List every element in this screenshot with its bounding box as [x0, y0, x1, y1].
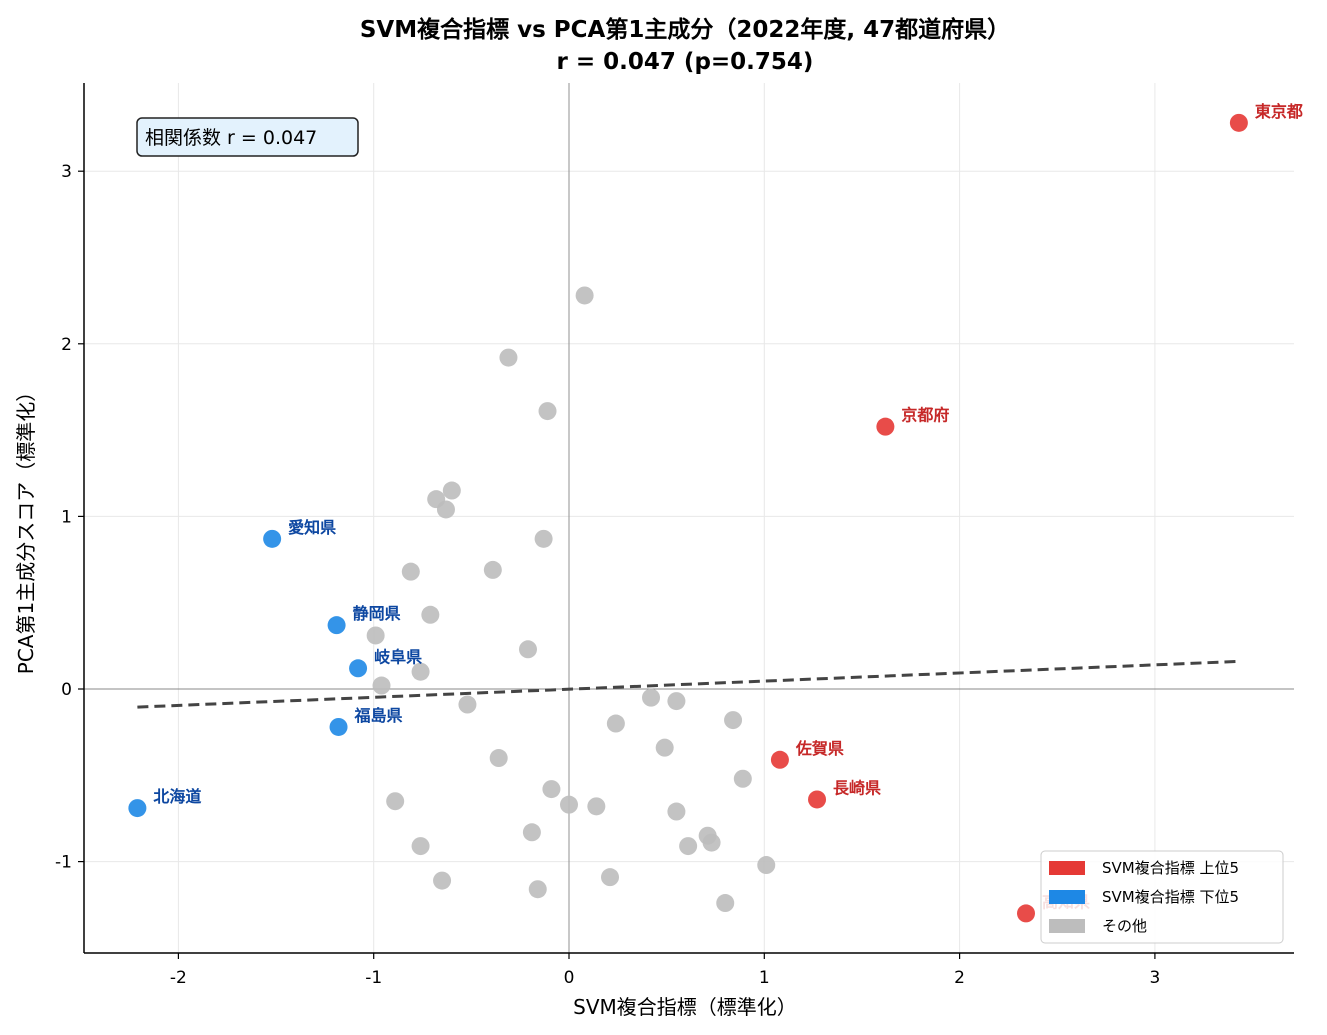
other-point: [458, 695, 477, 714]
other-point: [733, 769, 752, 788]
other-point: [522, 823, 541, 842]
top-point: [1017, 904, 1036, 923]
other-point: [560, 795, 578, 814]
other-point: [489, 749, 508, 768]
legend-swatch: [1049, 919, 1085, 933]
point-label: 岐阜県: [374, 647, 422, 666]
x-tick-label: 0: [564, 968, 575, 988]
y-axis-label: PCA第1主成分スコア（標準化）: [14, 382, 38, 674]
bottom-point: [349, 659, 368, 678]
legend-swatch: [1049, 861, 1085, 875]
other-point: [411, 837, 430, 856]
bottom-point: [128, 799, 147, 818]
x-axis-label: SVM複合指標（標準化）: [573, 995, 797, 1019]
legend: SVM複合指標 上位5 SVM複合指標 下位5 その他: [1040, 850, 1284, 944]
other-point: [534, 529, 553, 548]
other-point: [587, 797, 606, 816]
top-point: [876, 417, 895, 436]
legend-label: SVM複合指標 下位5: [1102, 888, 1239, 906]
other-point: [411, 662, 430, 681]
trend-line: [137, 659, 1239, 709]
correlation-annotation: 相関係数 r = 0.047: [136, 117, 359, 157]
other-point: [655, 738, 674, 757]
x-tick-label: 2: [954, 968, 965, 988]
grid: [84, 83, 1294, 953]
other-point: [518, 640, 537, 659]
other-point: [538, 402, 557, 421]
annotation-text: 相関係数 r = 0.047: [145, 127, 317, 149]
x-tick-label: 3: [1149, 968, 1160, 988]
other-point: [386, 792, 405, 811]
top-point: [808, 790, 827, 809]
top-point: [1229, 113, 1248, 132]
y-tick-label: 3: [61, 162, 72, 182]
other-point: [499, 348, 518, 367]
other-point: [679, 837, 698, 856]
point-label: 愛知県: [288, 518, 336, 537]
other-point: [601, 868, 620, 887]
point-label: 東京都: [1255, 102, 1303, 121]
point-label: 北海道: [153, 787, 201, 806]
point-labels: 東京都京都府佐賀県長崎県高知県愛知県静岡県岐阜県福島県北海道: [153, 102, 1303, 912]
x-tick-label: -2: [170, 968, 187, 988]
y-tick-label: -1: [55, 853, 72, 873]
legend-frame: [1040, 850, 1284, 944]
reference-lines: [84, 83, 1294, 953]
tick-labels: -2 -1 0 1 2 3 -1 0 1 2 3: [55, 162, 1160, 988]
top-point: [770, 750, 789, 769]
other-point: [421, 605, 440, 624]
other-point: [442, 481, 461, 500]
other-point: [667, 802, 686, 821]
axes: [78, 83, 1294, 959]
other-point: [702, 833, 721, 852]
annotation-box: [136, 117, 359, 157]
other-point: [757, 856, 776, 875]
other-point: [667, 692, 686, 711]
data-points: [128, 113, 1248, 923]
x-tick-label: 1: [759, 968, 770, 988]
bottom-point: [327, 616, 346, 635]
other-point: [433, 871, 452, 890]
trend-line-group: [137, 659, 1239, 709]
bottom-point: [329, 717, 348, 736]
x-tick-label: -1: [365, 968, 382, 988]
other-point: [372, 676, 391, 695]
legend-label: その他: [1102, 917, 1147, 935]
other-point: [401, 562, 420, 581]
other-point: [575, 286, 594, 305]
other-point: [642, 688, 661, 707]
point-label: 長崎県: [833, 778, 881, 797]
other-point: [724, 711, 743, 730]
point-label: 静岡県: [353, 604, 401, 623]
bottom-point: [263, 529, 282, 548]
other-point: [542, 780, 561, 799]
point-label: 福島県: [354, 706, 403, 725]
y-tick-label: 0: [61, 680, 72, 700]
chart-subtitle: r = 0.047 (p=0.754): [557, 49, 814, 75]
other-point: [528, 880, 547, 899]
y-tick-label: 2: [61, 335, 72, 355]
other-point: [606, 714, 625, 733]
legend-swatch: [1049, 890, 1085, 904]
legend-label: SVM複合指標 上位5: [1102, 859, 1239, 877]
other-point: [483, 560, 502, 579]
point-label: 京都府: [901, 406, 949, 425]
other-point: [436, 500, 455, 519]
y-tick-label: 1: [61, 507, 72, 527]
other-point: [366, 626, 385, 645]
chart-title: SVM複合指標 vs PCA第1主成分（2022年度, 47都道府県）: [360, 16, 1010, 43]
other-point: [716, 894, 735, 913]
point-label: 佐賀県: [795, 739, 844, 758]
